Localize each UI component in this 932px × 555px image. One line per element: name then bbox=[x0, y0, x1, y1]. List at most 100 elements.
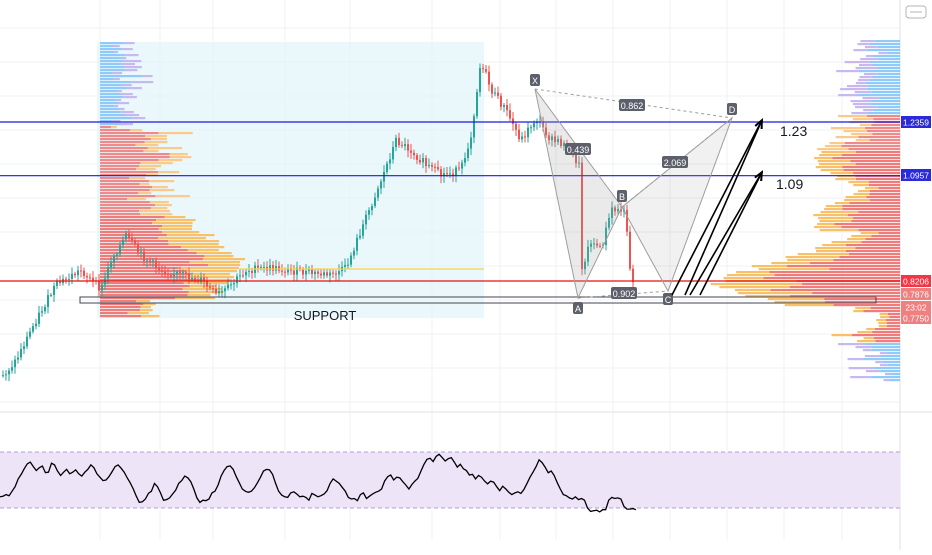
profile-bar bbox=[877, 73, 900, 76]
profile-bar bbox=[875, 340, 900, 343]
profile-bar-2 bbox=[815, 250, 846, 253]
rsi-line bbox=[0, 453, 637, 513]
profile-bar-2 bbox=[863, 109, 874, 112]
candle-body bbox=[194, 278, 196, 281]
candle-body bbox=[332, 272, 334, 274]
profile-bar bbox=[832, 157, 900, 160]
profile-bar bbox=[100, 45, 112, 48]
profile-bar bbox=[841, 226, 900, 229]
candle-body bbox=[107, 267, 109, 279]
settings-button[interactable] bbox=[905, 5, 927, 19]
candle-body bbox=[365, 214, 367, 225]
profile-bar bbox=[842, 208, 900, 211]
candle-body bbox=[611, 207, 613, 218]
profile-bar bbox=[100, 195, 156, 198]
profile-bar bbox=[825, 301, 900, 304]
profile-bar-2 bbox=[817, 160, 851, 163]
profile-bar-2 bbox=[710, 283, 802, 286]
profile-bar bbox=[769, 271, 900, 274]
profile-bar-2 bbox=[187, 249, 219, 252]
candle-body bbox=[116, 254, 118, 256]
candle-body bbox=[314, 271, 316, 275]
profile-bar bbox=[877, 46, 900, 49]
profile-bar bbox=[809, 262, 900, 265]
profile-bar-2 bbox=[738, 292, 813, 295]
profile-bar bbox=[843, 169, 900, 172]
candle-body bbox=[374, 197, 376, 207]
candle-body bbox=[260, 267, 262, 269]
candle-body bbox=[380, 181, 382, 189]
candle-body bbox=[347, 264, 349, 266]
profile-bar-2 bbox=[858, 79, 870, 82]
candle-body bbox=[542, 121, 544, 128]
candle-body bbox=[236, 276, 238, 284]
profile-bar-2 bbox=[819, 229, 859, 232]
candle-body bbox=[287, 268, 289, 273]
profile-bar-2 bbox=[127, 198, 147, 201]
target-arrow-3 bbox=[671, 119, 763, 296]
candle-body bbox=[128, 233, 130, 239]
profile-bar-2 bbox=[862, 349, 872, 352]
profile-bar bbox=[100, 75, 142, 78]
candle-body bbox=[428, 164, 430, 167]
candle-body bbox=[335, 273, 337, 275]
profile-bar bbox=[873, 109, 900, 112]
profile-bar-2 bbox=[123, 42, 135, 45]
profile-bar-2 bbox=[129, 177, 146, 180]
profile-bar-2 bbox=[864, 355, 881, 358]
candle-body bbox=[161, 270, 163, 272]
profile-bar-2 bbox=[118, 108, 125, 111]
profile-bar bbox=[100, 276, 187, 279]
candle-body bbox=[392, 147, 394, 160]
profile-bar bbox=[886, 52, 900, 55]
profile-bar bbox=[861, 241, 900, 244]
profile-bar-2 bbox=[797, 253, 849, 256]
profile-bar bbox=[100, 225, 163, 228]
profile-bar-2 bbox=[774, 301, 826, 304]
profile-bar bbox=[870, 307, 900, 310]
profile-bar bbox=[100, 285, 190, 288]
candle-body bbox=[479, 68, 481, 92]
candle-body bbox=[215, 288, 217, 294]
candle-body bbox=[404, 144, 406, 147]
candle-body bbox=[578, 162, 580, 164]
profile-bar bbox=[849, 202, 900, 205]
candle-body bbox=[185, 272, 187, 274]
profile-bar-2 bbox=[851, 235, 872, 238]
profile-bar bbox=[100, 258, 203, 261]
candle-body bbox=[359, 235, 361, 238]
profile-bar bbox=[879, 97, 900, 100]
profile-bar bbox=[100, 264, 208, 267]
profile-bar bbox=[100, 72, 113, 75]
candle-body bbox=[164, 271, 166, 275]
profile-bar-2 bbox=[168, 240, 220, 243]
profile-bar bbox=[873, 118, 900, 121]
candle-body bbox=[371, 206, 373, 211]
profile-bar-2 bbox=[838, 343, 865, 346]
candle-body bbox=[338, 271, 340, 275]
profile-bar-2 bbox=[767, 298, 825, 301]
candle-body bbox=[20, 349, 22, 358]
profile-bar bbox=[100, 288, 183, 291]
xab-triangle bbox=[534, 88, 623, 300]
profile-bar-2 bbox=[144, 141, 168, 144]
target-arrow-4-head bbox=[754, 170, 764, 182]
profile-bar bbox=[801, 283, 900, 286]
profile-bar bbox=[871, 76, 900, 79]
profile-bar bbox=[880, 370, 900, 373]
profile-bar bbox=[100, 312, 128, 315]
profile-bar-2 bbox=[125, 87, 142, 90]
candle-body bbox=[167, 274, 169, 276]
profile-bar bbox=[867, 85, 900, 88]
profile-bar bbox=[100, 117, 133, 120]
profile-bar-2 bbox=[818, 217, 854, 220]
profile-bar-2 bbox=[814, 157, 833, 160]
candle-body bbox=[221, 291, 223, 293]
profile-bar bbox=[100, 189, 150, 192]
candle-body bbox=[389, 159, 391, 164]
candle-body bbox=[350, 255, 352, 265]
profile-bar-2 bbox=[815, 247, 856, 250]
candle-body bbox=[248, 270, 250, 272]
profile-bar-2 bbox=[149, 189, 175, 192]
